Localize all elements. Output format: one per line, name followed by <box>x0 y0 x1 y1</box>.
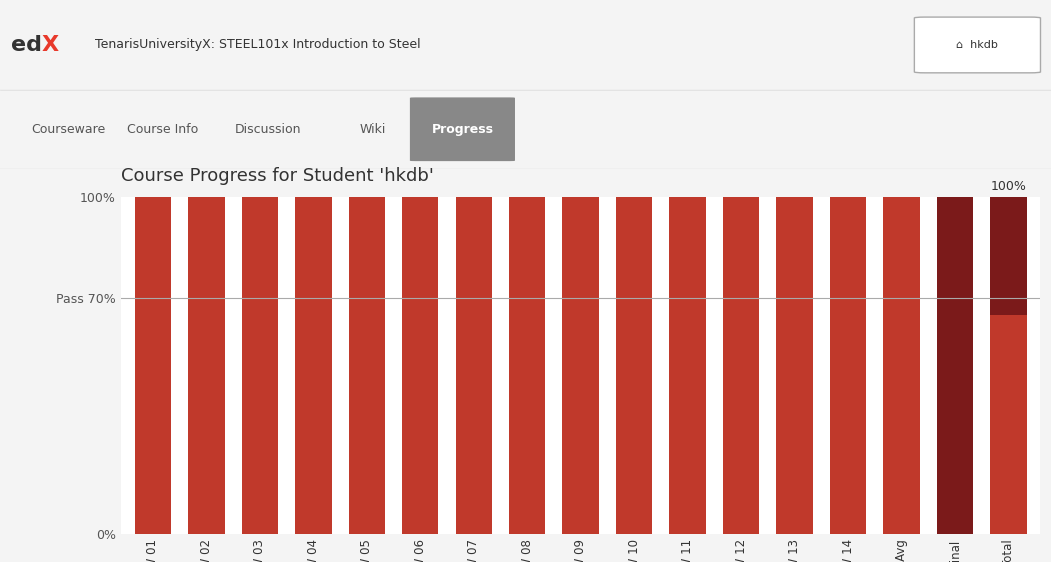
Bar <box>883 197 920 298</box>
Bar <box>562 197 599 298</box>
Bar <box>830 197 866 298</box>
Bar <box>403 197 438 534</box>
Bar <box>455 197 492 534</box>
Bar <box>616 197 653 534</box>
Bar <box>135 197 171 534</box>
Bar <box>242 197 279 298</box>
FancyBboxPatch shape <box>914 17 1040 73</box>
Bar <box>455 197 492 298</box>
Bar <box>883 197 920 534</box>
Bar <box>349 197 385 298</box>
Bar <box>616 197 653 298</box>
Bar <box>990 197 1027 315</box>
Text: ed: ed <box>12 35 42 55</box>
Bar <box>777 197 812 534</box>
Bar <box>509 197 545 534</box>
Bar <box>562 197 599 534</box>
FancyBboxPatch shape <box>410 97 515 161</box>
Bar <box>669 197 706 534</box>
Bar <box>936 197 973 534</box>
Bar <box>295 197 331 534</box>
Text: Progress: Progress <box>432 123 493 136</box>
Text: 100%: 100% <box>990 180 1027 193</box>
Bar <box>509 197 545 298</box>
Bar <box>669 197 706 298</box>
Bar <box>830 197 866 534</box>
Bar <box>990 197 1027 298</box>
Text: Course Info: Course Info <box>127 123 199 136</box>
Bar <box>188 197 225 534</box>
Bar <box>723 197 759 298</box>
Text: X: X <box>42 35 59 55</box>
Bar <box>349 197 385 534</box>
Bar <box>242 197 279 534</box>
Bar <box>777 197 812 298</box>
Text: Wiki: Wiki <box>359 123 387 136</box>
Bar <box>188 197 225 298</box>
Text: Course Progress for Student 'hkdb': Course Progress for Student 'hkdb' <box>121 167 434 185</box>
Bar <box>295 197 331 298</box>
Bar <box>135 197 171 298</box>
Bar <box>936 197 973 298</box>
Text: TenarisUniversityX: STEEL101x Introduction to Steel: TenarisUniversityX: STEEL101x Introducti… <box>95 38 420 52</box>
Bar <box>403 197 438 298</box>
Text: Courseware: Courseware <box>32 123 105 136</box>
Bar <box>723 197 759 534</box>
Text: Discussion: Discussion <box>234 123 302 136</box>
Text: ⌂  hkdb: ⌂ hkdb <box>956 40 998 50</box>
Bar <box>990 315 1027 534</box>
